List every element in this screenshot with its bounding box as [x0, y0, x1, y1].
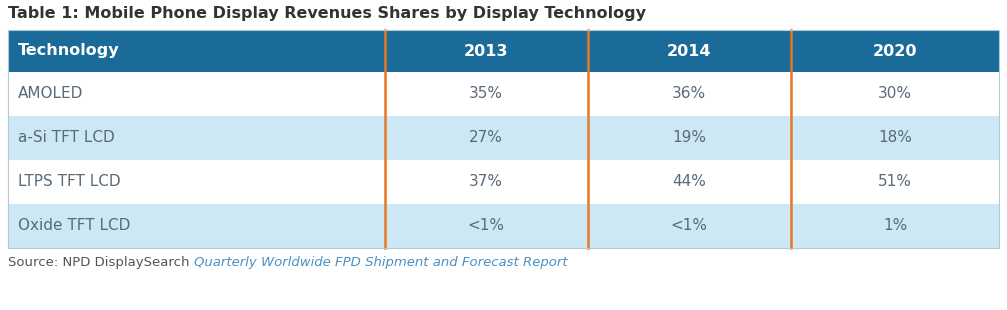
Text: AMOLED: AMOLED [18, 86, 84, 101]
Text: <1%: <1% [671, 219, 708, 233]
Text: Source: NPD DisplaySearch: Source: NPD DisplaySearch [8, 256, 193, 269]
Text: Table 1: Mobile Phone Display Revenues Shares by Display Technology: Table 1: Mobile Phone Display Revenues S… [8, 6, 646, 21]
Text: 27%: 27% [469, 131, 504, 145]
Bar [8, 30, 999, 248]
Text: <1%: <1% [467, 219, 505, 233]
Text: 19%: 19% [673, 131, 706, 145]
Text: Quarterly Worldwide FPD Shipment and Forecast Report: Quarterly Worldwide FPD Shipment and For… [193, 256, 567, 269]
Text: 2013: 2013 [464, 43, 509, 59]
Text: 44%: 44% [673, 175, 706, 189]
Bar [8, 116, 999, 160]
Text: a-Si TFT LCD: a-Si TFT LCD [18, 131, 115, 145]
Text: LTPS TFT LCD: LTPS TFT LCD [18, 175, 121, 189]
Text: 35%: 35% [469, 86, 504, 101]
Bar [8, 160, 999, 204]
Text: 2020: 2020 [873, 43, 917, 59]
Text: Oxide TFT LCD: Oxide TFT LCD [18, 219, 130, 233]
Text: 18%: 18% [878, 131, 912, 145]
Bar [8, 30, 999, 72]
Text: 36%: 36% [673, 86, 706, 101]
Bar [8, 204, 999, 248]
Text: 51%: 51% [878, 175, 912, 189]
Text: 2014: 2014 [667, 43, 712, 59]
Text: Technology: Technology [18, 43, 120, 59]
Text: 30%: 30% [878, 86, 912, 101]
Text: 37%: 37% [469, 175, 504, 189]
Text: 1%: 1% [883, 219, 907, 233]
Bar [8, 72, 999, 116]
